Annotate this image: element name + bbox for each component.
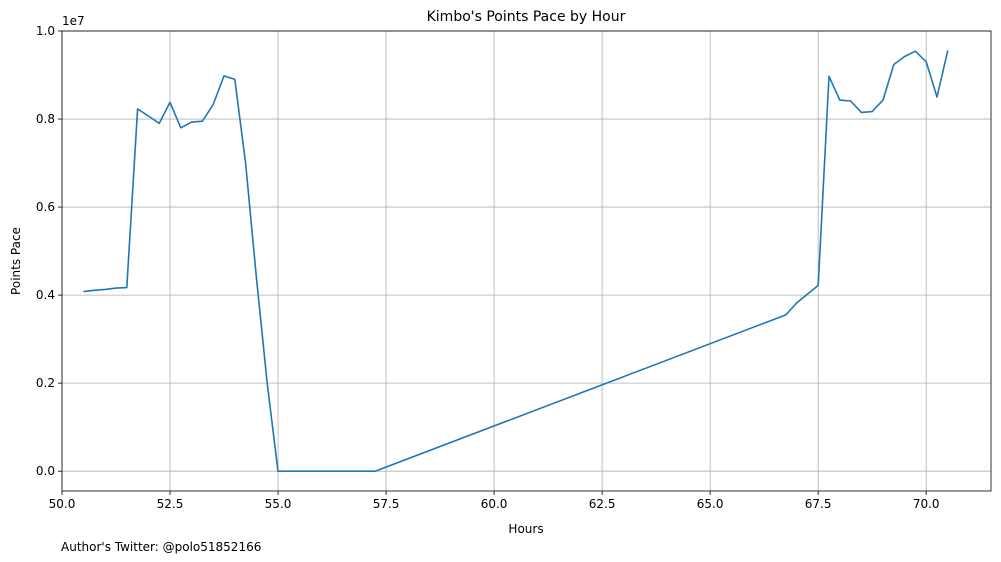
x-tick-label: 65.0 (697, 497, 724, 511)
y-tick-label: 0.0 (36, 464, 55, 478)
series-line-layer (83, 50, 949, 473)
x-tick-label: 70.0 (913, 497, 940, 511)
y-axis-label: Points Pace (9, 227, 23, 295)
y-tick-label: 0.8 (36, 112, 55, 126)
y-tick-label: 0.6 (36, 200, 55, 214)
plot-frame (61, 30, 992, 492)
grid-lines (61, 30, 991, 491)
series-line (83, 50, 949, 473)
y-tick-label: 0.4 (36, 288, 55, 302)
x-axis-label: Hours (508, 522, 543, 536)
x-tick-label: 50.0 (49, 497, 76, 511)
x-tick-label: 62.5 (589, 497, 616, 511)
axis-ticks: 50.0 52.5 55.0 57.5 60.0 62.5 65.0 67.5 70.0 0.0 0… (36, 24, 940, 511)
y-offset-label: 1e7 (62, 14, 85, 28)
author-footnote: Author's Twitter: @polo51852166 (61, 540, 261, 554)
x-tick-label: 57.5 (373, 497, 400, 511)
x-tick-label: 60.0 (481, 497, 508, 511)
x-tick-label: 52.5 (157, 497, 184, 511)
x-tick-label: 67.5 (805, 497, 832, 511)
x-tick-label: 55.0 (265, 497, 292, 511)
y-tick-label: 0.2 (36, 376, 55, 390)
chart-title: Kimbo's Points Pace by Hour (427, 9, 626, 25)
y-tick-label: 1.0 (36, 24, 55, 38)
